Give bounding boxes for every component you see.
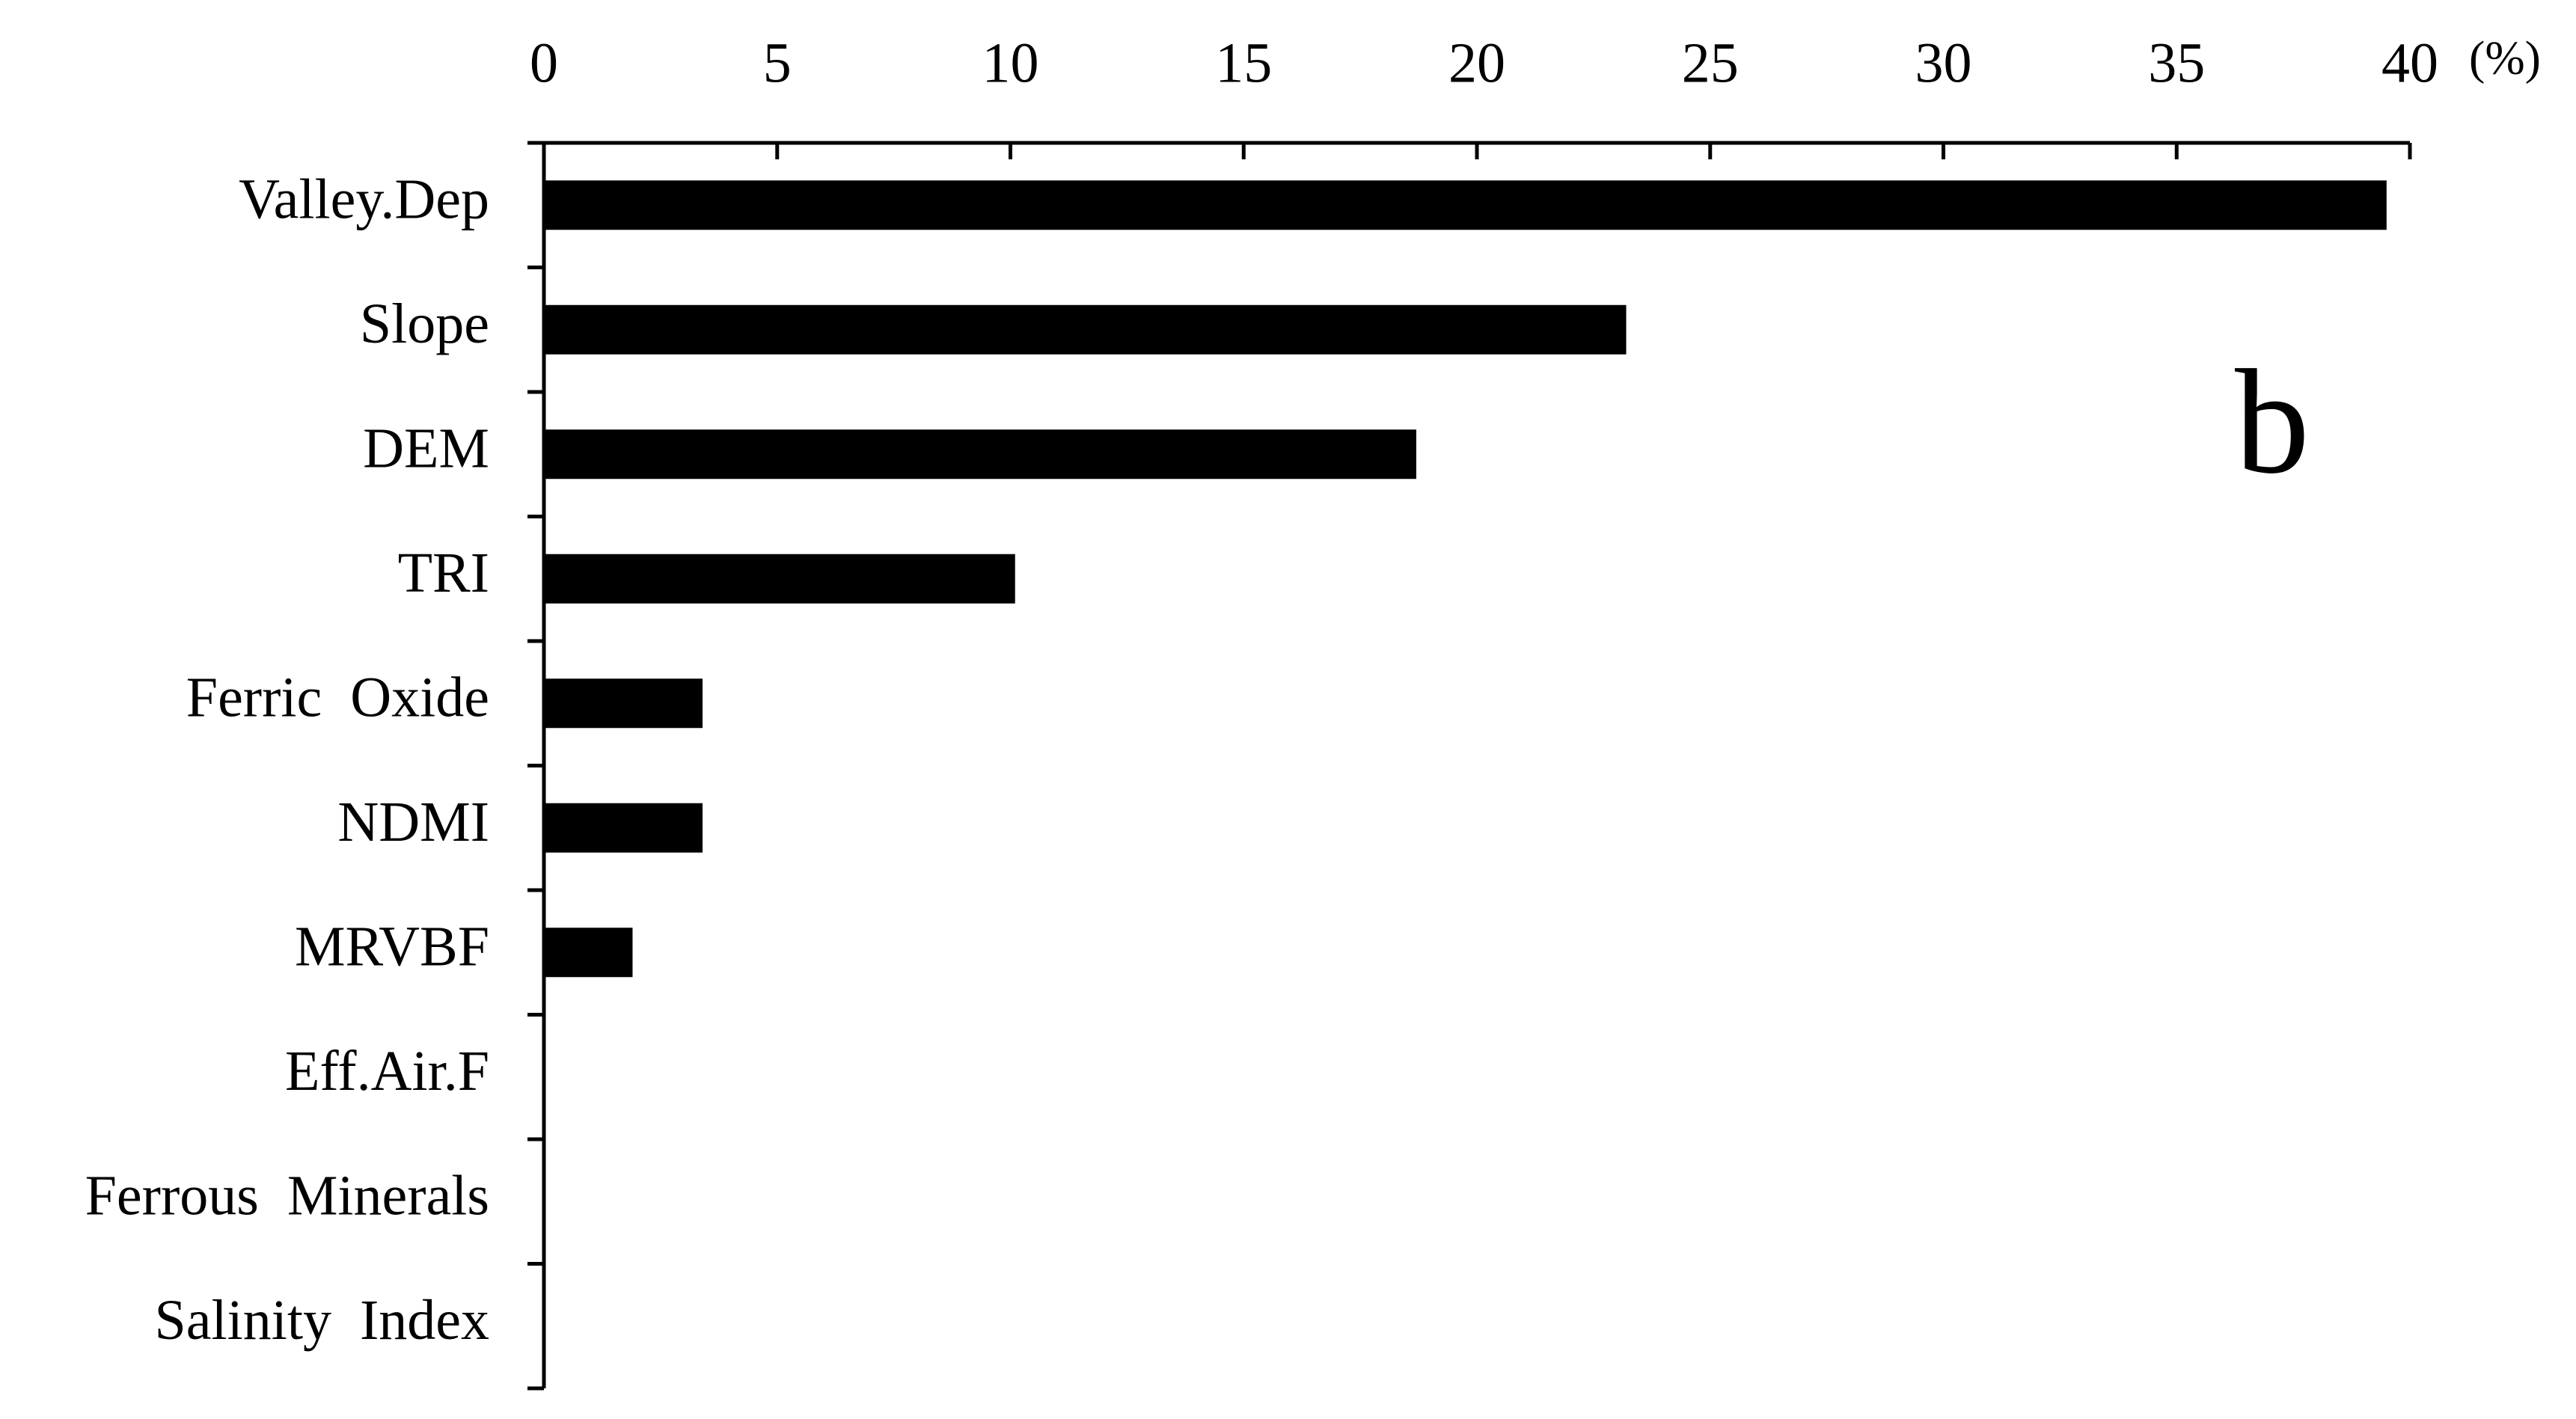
x-tick-label: 30 [1915,31,1972,94]
y-tick-label: TRI [398,542,489,604]
bar [544,554,1015,604]
x-tick-label: 35 [2148,31,2205,94]
y-tick-label: Ferric Oxide [186,666,489,729]
bar [544,928,633,978]
x-tick-label: 0 [530,31,558,94]
x-axis-unit: (%) [2469,31,2541,85]
y-tick-label: Ferrous Minerals [85,1165,489,1228]
x-tick-label: 5 [763,31,792,94]
y-tick-label: Valley.Dep [239,168,489,231]
x-tick-label: 20 [1448,31,1505,94]
panel-label: b [2235,340,2310,505]
x-tick-label: 25 [1682,31,1739,94]
bar [544,304,1627,355]
y-tick-label: Salinity Index [154,1289,489,1352]
bar [544,180,2387,230]
y-tick-label: DEM [363,417,489,480]
y-tick-label: Slope [360,292,489,355]
x-tick-label: 10 [982,31,1039,94]
bar [544,678,703,729]
y-tick-label: MRVBF [295,916,489,978]
y-tick-label: Eff.Air.F [285,1040,489,1103]
x-tick-label: 40 [2381,31,2438,94]
y-tick-label: NDMI [337,791,489,853]
bar [544,429,1416,479]
x-tick-label: 15 [1215,31,1272,94]
bar [544,803,703,853]
